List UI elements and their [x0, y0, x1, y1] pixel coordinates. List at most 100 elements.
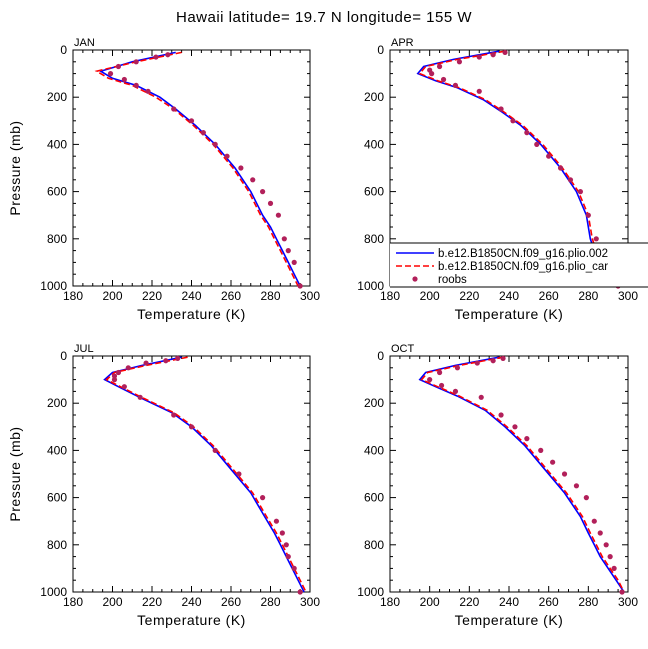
series-line-plio-car: [94, 51, 299, 287]
y-tick-label: 1000: [40, 279, 67, 293]
x-tick-label: 220: [459, 595, 479, 609]
roobs-point: [133, 82, 139, 88]
roobs-point: [143, 360, 149, 366]
roobs-point: [593, 236, 599, 242]
roobs-point: [212, 447, 218, 453]
roobs-point: [107, 71, 114, 77]
roobs-point: [577, 189, 584, 195]
roobs-point: [438, 382, 445, 389]
roobs-point: [585, 212, 591, 218]
x-tick-label: 240: [499, 595, 519, 609]
roobs-point: [498, 106, 504, 112]
x-tick-label: 260: [221, 289, 241, 303]
roobs-point: [267, 200, 274, 206]
roobs-point: [111, 377, 118, 383]
roobs-point: [236, 471, 242, 477]
roobs-point: [260, 189, 266, 195]
roobs-point: [567, 177, 574, 183]
y-tick-label: 200: [47, 396, 67, 410]
roobs-point: [297, 283, 303, 289]
plot-frame: [72, 49, 311, 287]
y-tick-label: 1000: [357, 585, 384, 599]
x-tick-label: 180: [380, 289, 400, 303]
y-tick-label: 600: [47, 491, 67, 505]
roobs-point: [275, 212, 281, 218]
x-tick-label: 220: [459, 289, 479, 303]
panel-jul: 180 200 220 240 260 280 300 0 200 400 600 800 1000 JU…: [7, 343, 320, 628]
roobs-point: [619, 589, 625, 595]
y-tick-label: 1000: [357, 279, 384, 293]
y-tick-label: 800: [364, 538, 384, 552]
x-tick-label: 300: [300, 289, 320, 303]
roobs-point: [478, 394, 484, 400]
roobs-point: [121, 384, 127, 390]
y-tick-label: 0: [60, 349, 67, 363]
x-tick-label: 280: [578, 289, 598, 303]
y-tick-label: 400: [47, 443, 67, 457]
x-axis-label: Temperature (K): [455, 612, 564, 628]
x-tick-label: 240: [181, 595, 201, 609]
legend-label: roobs: [438, 274, 467, 286]
roobs-point: [512, 424, 518, 430]
y-tick-label: 200: [47, 90, 67, 104]
roobs-point: [188, 424, 195, 430]
y-tick-label: 200: [364, 396, 384, 410]
y-tick-label: 400: [364, 443, 384, 457]
x-tick-label: 260: [539, 289, 559, 303]
legend-swatch-roobs: [412, 276, 418, 282]
roobs-point: [524, 436, 530, 442]
roobs-point: [285, 554, 291, 560]
roobs-point: [175, 355, 181, 361]
x-axis-label: Temperature (K): [137, 612, 246, 628]
roobs-point: [165, 52, 171, 58]
roobs-point: [550, 459, 556, 465]
x-tick-label: 240: [499, 289, 519, 303]
legend-label: b.e12.B1850CN.f09_g16.plio.002: [438, 248, 608, 260]
roobs-point: [285, 248, 291, 254]
roobs-point: [538, 447, 544, 453]
x-tick-label: 300: [618, 289, 638, 303]
roobs-point: [188, 118, 195, 124]
y-tick-label: 400: [364, 137, 384, 151]
roobs-point: [490, 52, 496, 58]
roobs-point: [456, 59, 463, 65]
roobs-point: [153, 54, 159, 60]
panel-label: JUL: [74, 343, 94, 355]
roobs-point: [597, 530, 603, 536]
x-tick-label: 200: [420, 595, 440, 609]
y-tick-label: 800: [47, 538, 67, 552]
legend: b.e12.B1850CN.f09_g16.plio.002b.e12.B185…: [390, 242, 648, 288]
series-line-plio-002: [98, 51, 301, 287]
x-tick-label: 180: [63, 595, 83, 609]
series-line-plio-car: [105, 356, 307, 593]
y-tick-label: 1000: [40, 585, 67, 599]
roobs-point: [283, 542, 289, 548]
y-axis-label: Pressure (mb): [7, 120, 23, 215]
roobs-point: [121, 76, 127, 83]
roobs-point: [454, 365, 461, 371]
x-tick-label: 200: [102, 595, 122, 609]
y-tick-label: 0: [377, 43, 384, 57]
panel-oct: 180 200 220 240 260 280 300 0 200 400 600 800 1000 OC…: [357, 343, 638, 628]
roobs-point: [607, 554, 613, 560]
x-tick-label: 300: [300, 595, 320, 609]
y-axis-label: Pressure (mb): [7, 426, 23, 521]
series-line-plio-002: [418, 356, 625, 593]
roobs-point: [476, 54, 482, 60]
roobs-point: [490, 358, 496, 364]
roobs-point: [611, 565, 617, 572]
x-tick-label: 280: [260, 289, 280, 303]
panel-label: APR: [391, 37, 414, 49]
plot-frame: [389, 355, 629, 593]
roobs-point: [474, 360, 480, 366]
x-tick-label: 220: [142, 595, 162, 609]
roobs-point: [115, 63, 122, 70]
roobs-point: [429, 71, 435, 77]
series-line-plio-car: [420, 356, 625, 593]
roobs-point: [238, 165, 244, 171]
x-tick-label: 280: [578, 595, 598, 609]
x-tick-label: 240: [181, 289, 201, 303]
x-axis-label: Temperature (K): [455, 306, 564, 322]
x-tick-label: 300: [618, 595, 638, 609]
